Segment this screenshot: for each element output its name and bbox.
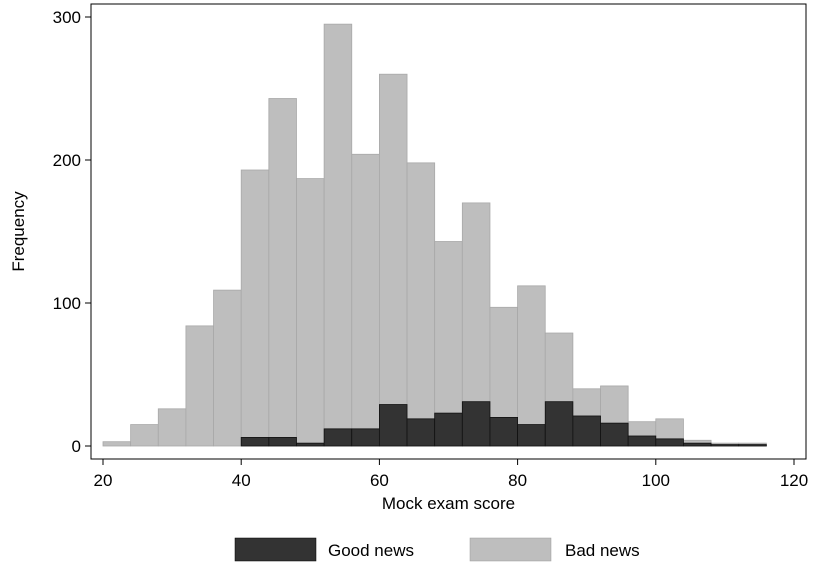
bad-news-bar — [213, 289, 242, 447]
bad-news-bar — [240, 169, 270, 447]
legend-label-bad-news: Bad news — [565, 541, 640, 560]
y-tick-label: 0 — [72, 437, 81, 456]
good-news-bar — [351, 428, 380, 447]
good-news-bar — [710, 444, 740, 447]
y-tick-label: 200 — [53, 151, 81, 170]
y-axis-title: Frequency — [9, 191, 28, 272]
good-news-bar — [240, 437, 270, 447]
bad-news-bar — [268, 98, 297, 447]
bad-news-bar — [406, 162, 436, 447]
x-tick-label: 20 — [94, 471, 113, 490]
bad-news-bar — [434, 241, 463, 447]
good-news-bar — [461, 401, 491, 447]
x-tick-label: 120 — [780, 471, 808, 490]
bad-news-bar — [185, 325, 214, 447]
bad-news-bar — [130, 424, 159, 447]
good-news-bars — [240, 401, 767, 447]
legend-swatch-bad-news — [469, 537, 552, 562]
bad-news-bar — [517, 285, 546, 447]
good-news-bar — [572, 415, 601, 447]
bad-news-bar — [323, 23, 353, 447]
good-news-bar — [738, 444, 767, 447]
y-tick-label: 300 — [53, 8, 81, 27]
good-news-bar — [323, 428, 353, 447]
y-axis: 0 100 200 300 — [53, 8, 91, 456]
x-tick-label: 40 — [232, 471, 251, 490]
x-tick-label: 60 — [370, 471, 389, 490]
legend: Good news Bad news — [234, 537, 640, 562]
x-axis: 20 40 60 80 100 120 — [94, 459, 808, 490]
bad-news-bar — [351, 153, 380, 447]
y-tick-label: 100 — [53, 294, 81, 313]
good-news-bar — [544, 401, 574, 447]
good-news-bar — [627, 435, 657, 447]
good-news-bar — [517, 424, 546, 447]
bad-news-bar — [378, 73, 408, 447]
bad-news-bar — [296, 178, 325, 447]
good-news-bar — [406, 418, 436, 447]
x-tick-label: 100 — [642, 471, 670, 490]
good-news-bar — [683, 442, 712, 447]
good-news-bar — [268, 437, 297, 447]
bad-news-bar — [157, 408, 187, 447]
bad-news-bar — [102, 441, 132, 447]
good-news-bar — [489, 416, 518, 447]
good-news-bar — [655, 438, 684, 447]
x-tick-label: 80 — [508, 471, 527, 490]
legend-label-good-news: Good news — [328, 541, 414, 560]
x-axis-title: Mock exam score — [382, 494, 515, 513]
bad-news-bars — [102, 23, 767, 447]
good-news-bar — [600, 422, 629, 447]
legend-swatch-good-news — [234, 537, 317, 562]
good-news-bar — [296, 442, 325, 447]
good-news-bar — [378, 404, 408, 447]
plot-frame — [90, 3, 807, 460]
good-news-bar — [434, 412, 463, 447]
